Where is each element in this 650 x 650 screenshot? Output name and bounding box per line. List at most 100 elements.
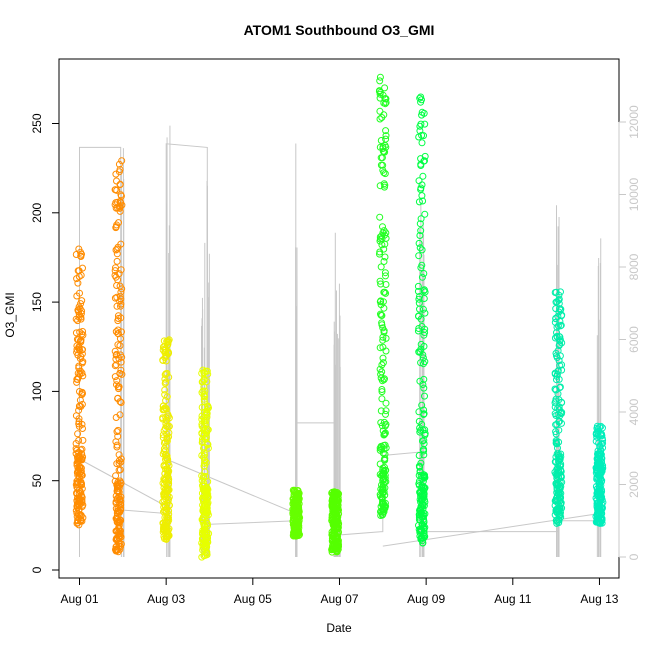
data-point [376, 444, 384, 452]
data-point [379, 485, 387, 493]
data-point [415, 513, 423, 521]
data-point [417, 359, 425, 367]
data-point [115, 466, 123, 474]
flight-series [592, 422, 607, 527]
data-point [596, 471, 604, 479]
y2-tick-label: 8000 [627, 253, 641, 280]
data-point [598, 430, 605, 438]
data-point [73, 479, 81, 487]
data-point [117, 266, 125, 274]
data-point [73, 468, 81, 476]
data-point [159, 434, 167, 442]
data-point [76, 453, 84, 461]
data-point [380, 418, 388, 426]
data-point [380, 288, 388, 296]
data-point [417, 227, 425, 235]
data-point [420, 342, 428, 350]
data-point [558, 366, 566, 374]
data-point [381, 253, 389, 261]
data-point [418, 533, 426, 541]
data-point [113, 381, 120, 389]
x-tick-label: Aug 13 [580, 592, 618, 606]
data-point [78, 480, 85, 488]
data-point [112, 492, 120, 500]
flight-series [198, 366, 213, 561]
data-point [78, 400, 86, 408]
data-point [117, 458, 125, 466]
data-point [113, 186, 121, 194]
data-point [382, 132, 390, 140]
data-point [73, 378, 81, 386]
data-point [117, 358, 125, 366]
flight-series [328, 488, 343, 556]
data-point [159, 356, 167, 364]
data-point [414, 282, 422, 290]
data-point [333, 499, 341, 507]
data-point [380, 258, 388, 265]
data-point [78, 492, 85, 499]
data-point [378, 368, 386, 376]
data-point [556, 455, 564, 463]
data-point [419, 446, 427, 453]
data-point [420, 132, 427, 140]
data-point [380, 304, 388, 312]
data-point [164, 459, 172, 467]
data-point [382, 281, 390, 288]
data-point [115, 529, 122, 536]
data-point [379, 466, 387, 474]
data-point [114, 426, 122, 434]
flight-series [289, 486, 304, 540]
data-point [75, 456, 82, 464]
flight-series [414, 93, 429, 547]
data-point [198, 452, 206, 459]
data-point [420, 286, 428, 294]
data-point [159, 414, 167, 422]
data-point [116, 342, 124, 350]
data-point [552, 349, 560, 357]
data-point [202, 543, 210, 551]
data-point [379, 298, 387, 306]
data-point [163, 454, 171, 462]
data-point [594, 490, 601, 498]
data-point [557, 288, 564, 296]
data-point [418, 273, 426, 281]
x-tick-label: Aug 07 [320, 592, 358, 606]
data-point [294, 514, 302, 522]
data-point [200, 462, 208, 470]
data-point [201, 393, 209, 401]
data-point [554, 452, 562, 459]
data-point [198, 415, 206, 423]
data-point [73, 461, 81, 469]
y-tick-label: 200 [30, 202, 44, 222]
y-tick-label: 50 [30, 474, 44, 488]
data-point [114, 312, 122, 320]
y2-tick-label: 12000 [627, 105, 641, 139]
data-point [77, 446, 85, 454]
data-point [113, 512, 121, 520]
data-point [554, 367, 562, 375]
data-point [554, 461, 562, 469]
data-point [161, 535, 168, 543]
data-point [420, 491, 428, 499]
data-point [557, 467, 565, 475]
data-point [553, 376, 560, 384]
data-point [333, 542, 341, 550]
data-point [421, 358, 429, 366]
data-point [555, 300, 563, 307]
data-point [162, 446, 169, 454]
data-point [161, 371, 169, 379]
data-point [112, 355, 120, 363]
data-point [420, 410, 428, 418]
data-point [417, 215, 425, 223]
data-point [379, 354, 387, 362]
data-point [111, 373, 119, 381]
data-point [114, 317, 122, 325]
data-point [204, 426, 212, 434]
data-point [330, 529, 338, 537]
data-point [112, 328, 120, 336]
data-point [418, 420, 426, 428]
data-point [553, 471, 561, 478]
data-point [199, 513, 207, 521]
data-point [162, 527, 170, 535]
data-point [72, 329, 80, 337]
